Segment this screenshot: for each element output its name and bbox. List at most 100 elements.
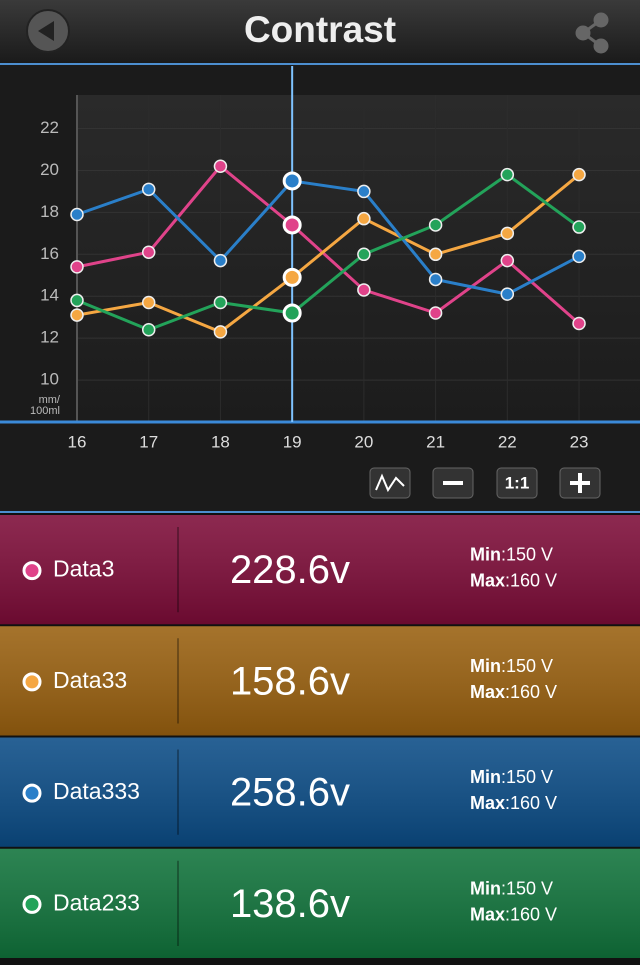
y-tick-label: 16	[40, 244, 59, 263]
y-tick-label: 18	[40, 202, 59, 221]
zoom-reset-label: 1:1	[505, 473, 530, 492]
data-point	[357, 211, 371, 226]
x-tick-label: 23	[570, 432, 589, 451]
data-point	[213, 295, 228, 310]
min-label: Min	[470, 656, 501, 676]
data-point	[70, 308, 84, 322]
y-tick-label: 10	[40, 370, 59, 389]
share-button[interactable]	[575, 12, 609, 54]
min-label: Min	[470, 544, 501, 564]
data-point	[213, 253, 228, 268]
zoom-reset-button[interactable]	[496, 467, 538, 499]
data-point	[141, 182, 156, 197]
data-point	[572, 316, 586, 331]
x-tick-label: 19	[283, 432, 302, 451]
highlight-point	[282, 215, 302, 235]
min-value: :150 V	[501, 656, 553, 676]
max-label: Max	[470, 682, 505, 702]
data-point	[70, 207, 84, 222]
max-label: Max	[470, 904, 505, 924]
data-point	[500, 167, 515, 182]
data-point	[357, 283, 371, 297]
y-tick-label: 20	[40, 160, 59, 179]
series-line	[76, 173, 580, 334]
data-point	[428, 218, 443, 232]
data-point	[572, 167, 586, 182]
data-point	[428, 247, 443, 262]
max-label: Max	[470, 570, 505, 590]
x-tick-label: 18	[211, 432, 230, 451]
highlight-point	[282, 303, 302, 323]
data-point	[141, 245, 156, 259]
legend-dot	[22, 561, 42, 581]
max-row: Max:160 V	[470, 904, 557, 924]
data-point	[70, 260, 84, 274]
reading-value: 258.6v	[230, 771, 350, 815]
min-label: Min	[470, 878, 501, 898]
data-point	[213, 325, 228, 339]
card-shine	[0, 626, 640, 736]
min-value: :150 V	[501, 767, 553, 787]
min-value: :150 V	[501, 544, 553, 564]
data-point	[500, 287, 515, 301]
card-shine	[0, 737, 640, 847]
y-tick-label: 14	[40, 286, 59, 305]
series-name: Data33	[53, 667, 127, 693]
header-bar	[0, 0, 640, 64]
max-value: :160 V	[505, 793, 557, 813]
reading-value: 158.6v	[230, 659, 350, 703]
series-name: Data333	[53, 778, 140, 804]
max-label: Max	[470, 793, 505, 813]
max-value: :160 V	[505, 570, 557, 590]
data-point	[572, 249, 586, 264]
legend-dot	[22, 783, 42, 803]
data-point	[70, 293, 84, 308]
legend-dot	[22, 894, 42, 914]
data-point	[141, 323, 156, 337]
series-name: Data233	[53, 889, 140, 915]
title: Contrast	[244, 9, 396, 50]
data-point	[428, 272, 443, 287]
min-row: Min:150 V	[470, 544, 553, 564]
max-row: Max:160 V	[470, 682, 557, 702]
highlight-point	[282, 171, 302, 191]
y-axis-label: 100ml	[30, 405, 60, 417]
data-point	[572, 220, 586, 234]
highlight-point	[282, 267, 302, 287]
min-row: Min:150 V	[470, 767, 553, 787]
max-value: :160 V	[505, 904, 557, 924]
max-value: :160 V	[505, 682, 557, 702]
min-row: Min:150 V	[470, 878, 553, 898]
chart-toggle-button[interactable]	[369, 467, 411, 499]
plot: 10 12 14 16 18 20 22 16 17 18 19 20 21 22 23 mm/100ml	[0, 66, 640, 451]
data-point	[357, 184, 371, 199]
series-line	[76, 179, 580, 296]
x-tick-label: 17	[139, 432, 158, 451]
data-point	[500, 253, 515, 268]
zoom-out-button[interactable]	[432, 467, 474, 499]
y-axis-label: mm/	[39, 394, 61, 406]
card-shine	[0, 848, 640, 958]
card-shine	[0, 515, 640, 625]
min-label: Min	[470, 767, 501, 787]
max-row: Max:160 V	[470, 793, 557, 813]
max-row: Max:160 V	[470, 570, 557, 590]
x-tick-label: 21	[426, 432, 445, 451]
zoom-in-button[interactable]	[559, 467, 601, 499]
min-value: :150 V	[501, 878, 553, 898]
data-point	[357, 247, 371, 262]
data-point	[428, 306, 443, 320]
data-point	[213, 159, 228, 174]
min-row: Min:150 V	[470, 656, 553, 676]
data-point	[141, 295, 156, 310]
back-icon	[38, 21, 54, 41]
data-point	[500, 226, 515, 241]
series-line	[76, 164, 581, 325]
y-tick-label: 22	[40, 118, 59, 137]
legend-dot	[22, 672, 42, 692]
reading-value: 138.6v	[230, 882, 350, 926]
series-name: Data3	[53, 556, 114, 582]
